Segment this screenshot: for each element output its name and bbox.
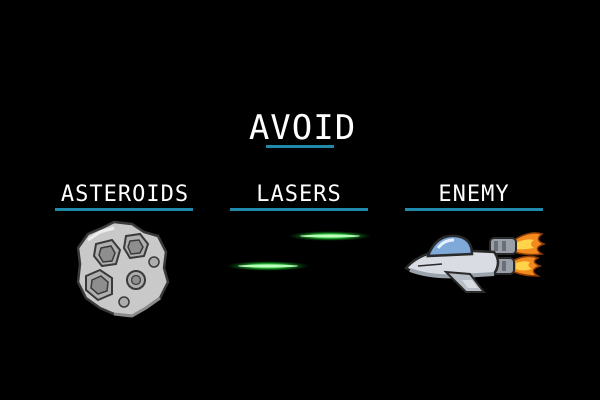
hazard-label-asteroids: ASTEROIDS bbox=[60, 182, 190, 207]
hazard-label-lasers: LASERS bbox=[256, 182, 342, 207]
laser-beam-icon bbox=[226, 231, 372, 271]
hazard-underline-asteroids bbox=[55, 208, 193, 211]
asteroid-icon bbox=[76, 220, 170, 318]
title-underline bbox=[266, 145, 334, 148]
screen-title: AVOID bbox=[248, 108, 357, 148]
hazard-underline-enemy bbox=[405, 208, 543, 211]
enemy-ship-icon bbox=[404, 232, 547, 293]
engine-flame-icon bbox=[513, 232, 547, 277]
hazard-underline-lasers bbox=[230, 208, 368, 211]
hazard-label-enemy: ENEMY bbox=[438, 182, 510, 207]
